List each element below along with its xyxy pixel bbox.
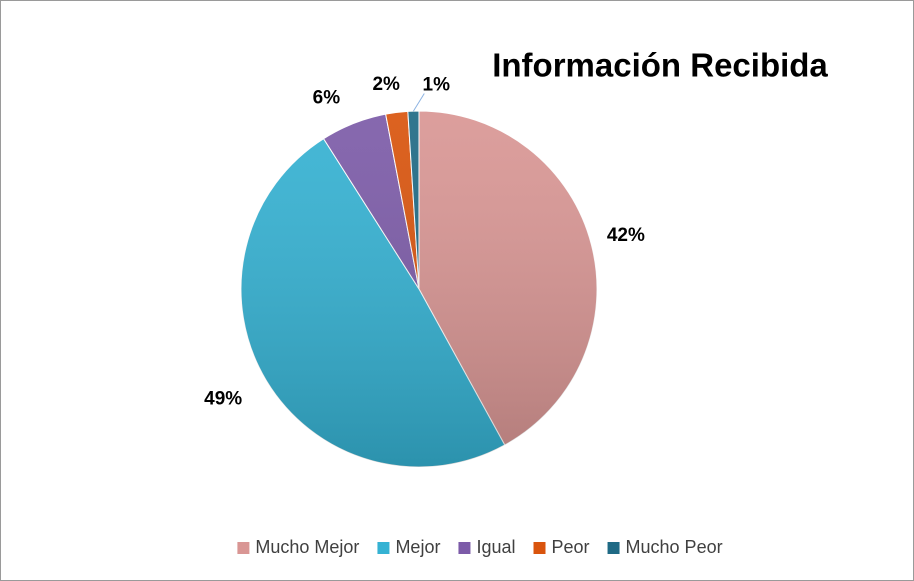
data-label: 1% [423,75,451,96]
legend: Mucho Mejor Mejor Igual Peor Mucho Peor [237,537,723,557]
legend-swatch [533,542,546,554]
leader-line [412,93,425,112]
data-label: 49% [204,389,242,410]
data-label: 2% [372,74,400,95]
legend-label: Peor [552,537,590,557]
chart-title: Información Recibida [492,47,828,84]
data-label: 6% [313,87,341,108]
legend-label: Igual [476,537,515,557]
legend-swatch [607,542,620,554]
data-label: 42% [607,225,645,246]
legend-swatch [458,542,471,554]
legend-label: Mucho Peor [626,537,723,557]
legend-label: Mejor [395,537,440,557]
legend-swatch [377,542,390,554]
legend-label: Mucho Mejor [255,537,359,557]
legend-swatch [237,542,250,554]
